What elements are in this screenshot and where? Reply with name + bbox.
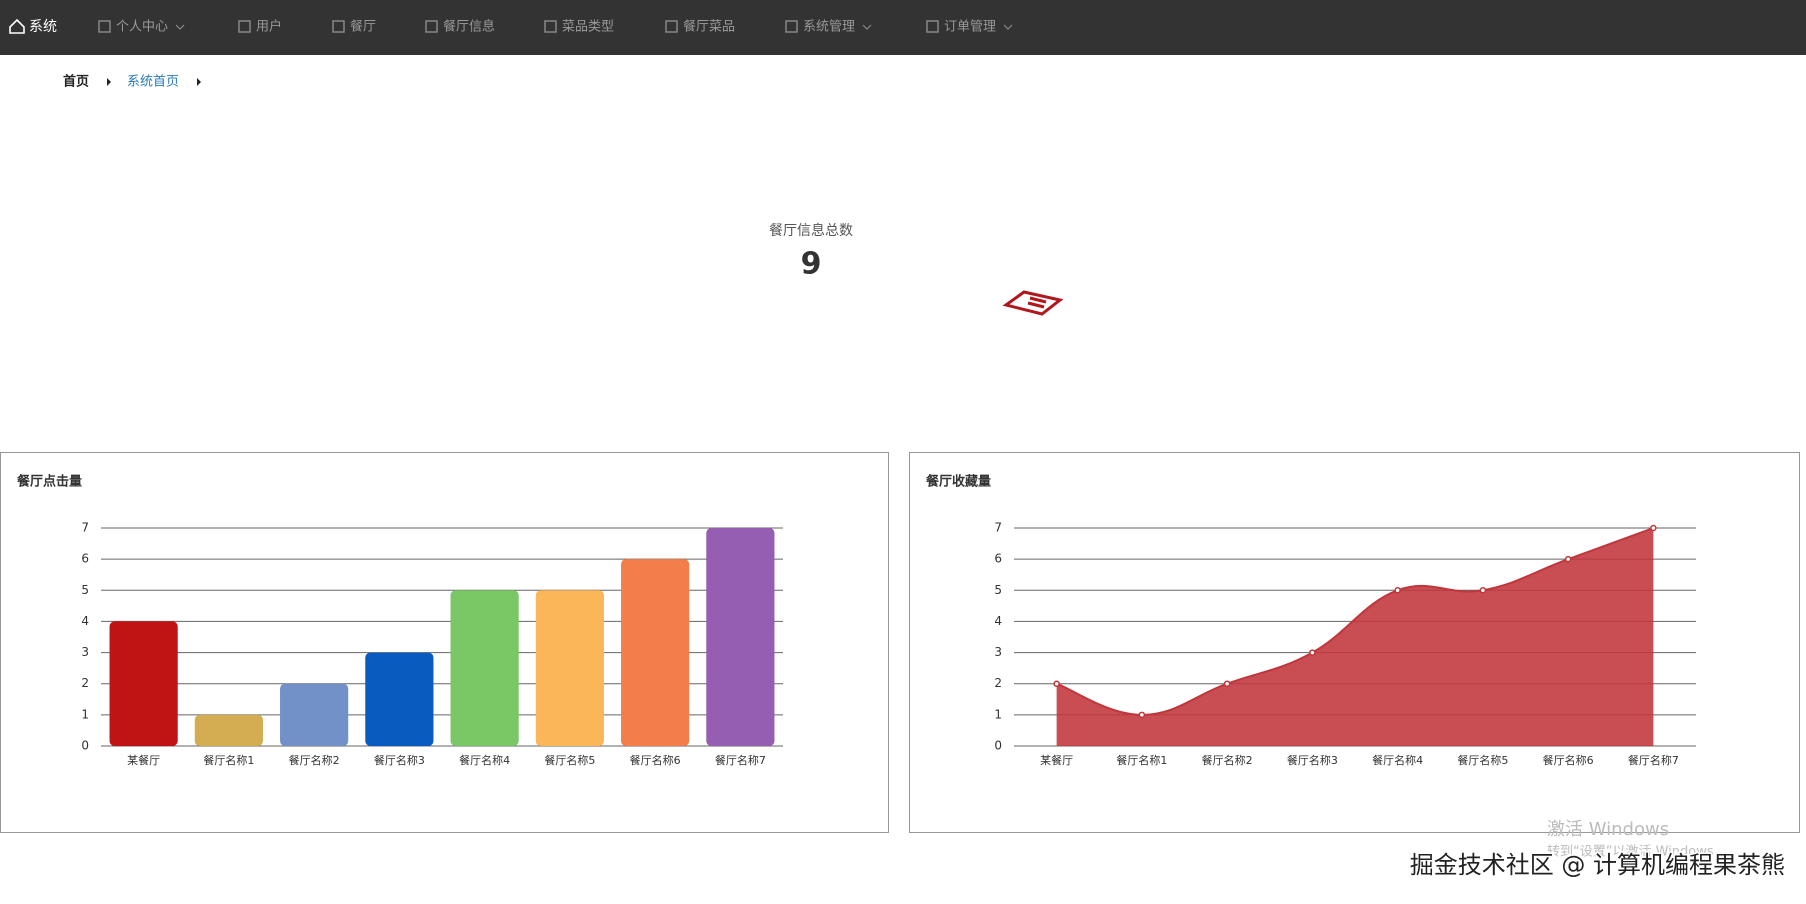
y-tick-label: 7 (81, 521, 89, 535)
x-tick-label: 餐厅名称4 (459, 753, 510, 767)
breadcrumb-sep (197, 78, 201, 86)
nav-item[interactable]: 餐厅 (350, 19, 376, 35)
nav-icon (238, 20, 251, 33)
point (1479, 587, 1487, 594)
x-tick-label: 餐厅名称2 (1202, 753, 1253, 767)
nav-item[interactable]: 菜品类型 (562, 20, 614, 35)
y-tick-label: 6 (994, 552, 1002, 566)
bar (450, 590, 519, 746)
nav-item[interactable]: 餐厅菜品 (683, 19, 735, 35)
watermark-credit: 掘金技术社区 @ 计算机编程果茶熊 (1410, 851, 1785, 879)
nav-items: 个人中心 用户 餐厅 餐厅信息 菜品类型 餐厅菜品 系统管理 订单管理 (98, 19, 1013, 35)
x-tick-label: 餐厅名称5 (544, 753, 595, 767)
watermark-activate: 激活 Windows (1547, 819, 1669, 840)
x-tick-label: 餐厅名称4 (1372, 753, 1423, 767)
nav-item[interactable]: 用户 (256, 19, 282, 35)
nav-icon (98, 20, 111, 33)
y-tick-label: 6 (81, 552, 89, 566)
bar (194, 714, 263, 746)
charts: 餐厅点击量 0 1 2 3 4 5 6 7 某餐厅 餐厅名称1 餐厅名称2 餐厅名称3 餐厅名称4 餐厅名称… (16, 474, 1696, 767)
x-tick-label: 餐厅名称1 (203, 753, 254, 767)
home-icon (9, 18, 25, 34)
y-tick-label: 1 (994, 707, 1002, 721)
y-tick-label: 4 (81, 614, 89, 628)
y-tick-label: 7 (994, 521, 1002, 535)
nav-icon (926, 20, 939, 33)
bar (621, 559, 690, 746)
point (1564, 555, 1572, 563)
point (1394, 587, 1401, 594)
nav-item[interactable]: 系统管理 (803, 20, 855, 35)
breadcrumb-sep (107, 78, 111, 86)
nav-item[interactable]: 订单管理 (944, 20, 996, 35)
point (1650, 524, 1657, 532)
x-tick-label: 餐厅名称1 (1116, 753, 1167, 767)
y-tick-label: 3 (994, 645, 1002, 659)
area (1056, 528, 1654, 746)
y-tick-label: 0 (81, 739, 89, 753)
nav-icon (332, 20, 345, 33)
point (1138, 711, 1146, 719)
y-tick-label: 0 (994, 739, 1002, 753)
point (1223, 680, 1231, 687)
x-tick-label: 餐厅名称7 (1628, 753, 1679, 767)
x-tick-label: 餐厅名称5 (1457, 753, 1508, 767)
chart-title: 餐厅收藏量 (925, 474, 991, 490)
x-tick-label: 餐厅名称3 (374, 753, 425, 767)
nav-icon (785, 20, 798, 33)
x-tick-label: 餐厅名称6 (1543, 753, 1594, 767)
y-tick-label: 2 (994, 676, 1002, 690)
bar (109, 621, 178, 746)
stat-value: 9 (801, 247, 822, 282)
y-tick-label: 1 (81, 707, 89, 721)
y-tick-label: 5 (994, 583, 1002, 597)
top-nav (0, 0, 1806, 55)
line (1056, 527, 1654, 716)
bar (535, 590, 604, 746)
stat-icon (1002, 290, 1064, 316)
nav-item[interactable]: 餐厅信息 (443, 19, 495, 35)
x-tick-label: 餐厅名称2 (289, 753, 340, 767)
point (1053, 680, 1060, 687)
watermark-activate-hint: 转到“设置”以激活 Windows (1547, 845, 1714, 860)
stat-label: 餐厅信息总数 (769, 222, 853, 239)
x-tick-label: 餐厅名称6 (630, 753, 681, 767)
x-tick-label: 餐厅名称3 (1287, 753, 1338, 767)
x-tick-label: 某餐厅 (127, 753, 160, 767)
breadcrumb-current[interactable]: 系统首页 (127, 75, 179, 90)
point (1309, 649, 1316, 656)
y-tick-label: 4 (994, 614, 1002, 628)
nav-caret (175, 24, 185, 30)
y-tick-label: 5 (81, 583, 89, 597)
nav-caret (1003, 24, 1013, 30)
nav-item[interactable]: 个人中心 (116, 20, 168, 35)
nav-brand[interactable]: 系统 (29, 19, 57, 35)
nav-icon (665, 20, 678, 33)
nav-icon (544, 20, 557, 33)
chart-title: 餐厅点击量 (16, 474, 82, 490)
y-tick-label: 2 (81, 676, 89, 690)
bar (280, 683, 349, 746)
bar (365, 652, 434, 746)
y-tick-label: 3 (81, 645, 89, 659)
bar (706, 528, 775, 746)
x-tick-label: 餐厅名称7 (715, 753, 766, 767)
breadcrumb-home[interactable]: 首页 (63, 74, 89, 90)
x-tick-label: 某餐厅 (1040, 753, 1073, 767)
nav-caret (862, 24, 872, 30)
nav-icon (425, 20, 438, 33)
